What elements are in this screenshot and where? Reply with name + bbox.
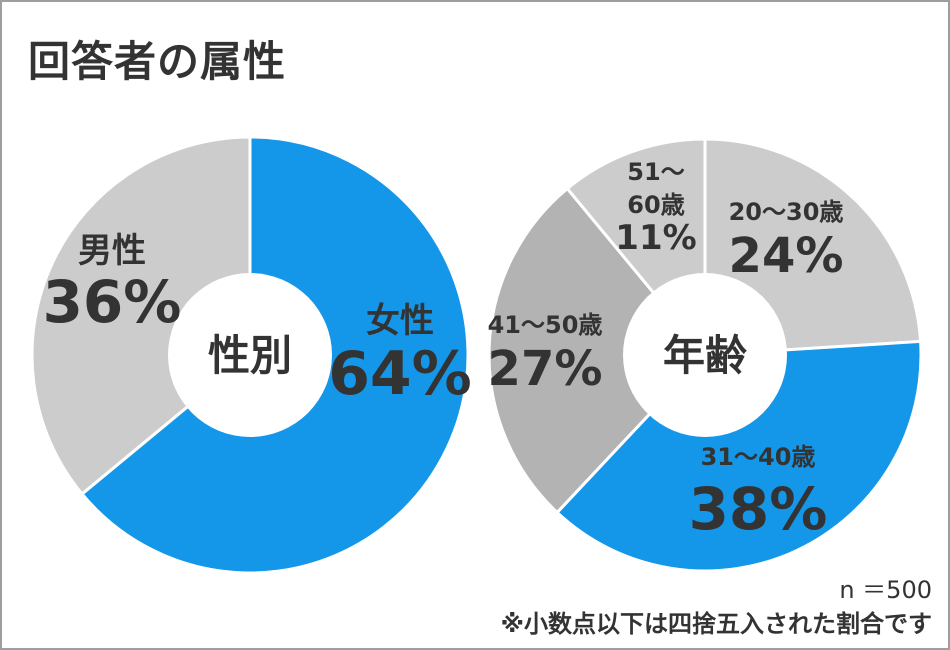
- sample-size: n ＝500: [839, 576, 932, 604]
- slice-value-label: 38%: [689, 475, 828, 543]
- slice-label: 20〜30歳: [729, 198, 844, 226]
- footnote: ※小数点以下は四捨五入された割合です: [500, 610, 932, 638]
- slice-label: 41〜50歳: [488, 311, 603, 339]
- pie-slice: [487, 186, 707, 515]
- chart-title: 回答者の属性: [28, 37, 287, 86]
- pie-slice: [555, 339, 923, 573]
- slice-value-label: 27%: [488, 341, 603, 397]
- slice-label: 男性: [78, 231, 146, 271]
- slice-value-label: 24%: [729, 228, 844, 284]
- pie-center-hole: [623, 273, 787, 437]
- slice-label: 51〜: [627, 158, 684, 186]
- slice-value-label: 36%: [43, 268, 182, 336]
- pie-center-label: 年齢: [663, 331, 747, 380]
- slice-label: 女性: [366, 301, 434, 341]
- pie-center-hole: [168, 273, 332, 437]
- slice-value-label: 64%: [328, 339, 472, 409]
- pie-slice: [30, 135, 252, 497]
- slice-label: 60歳: [627, 191, 684, 219]
- slice-value-label: 11%: [615, 218, 696, 258]
- pie-center-label: 性別: [208, 331, 292, 380]
- slice-label: 31〜40歳: [701, 443, 816, 471]
